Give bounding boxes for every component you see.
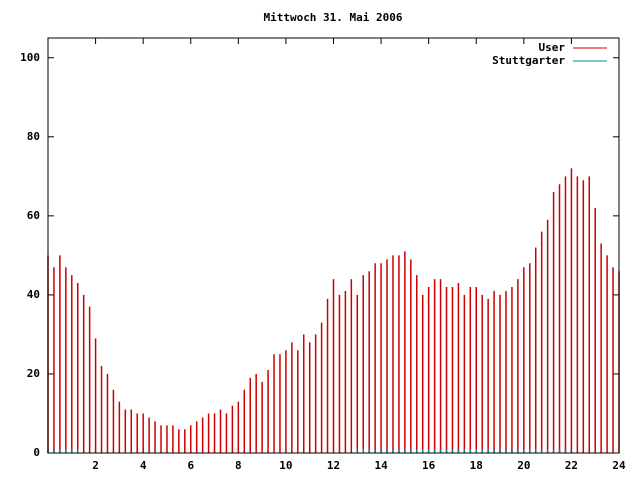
x-tick-label: 20 [517, 459, 530, 472]
x-tick-label: 22 [565, 459, 578, 472]
y-tick-label: 60 [27, 209, 40, 222]
legend-label: User [539, 41, 566, 54]
chart-title: Mittwoch 31. Mai 2006 [263, 11, 402, 24]
x-tick-label: 24 [612, 459, 626, 472]
plot-border [47, 37, 620, 454]
y-tick-label: 100 [20, 51, 40, 64]
y-tick-label: 40 [27, 288, 40, 301]
x-tick-label: 18 [470, 459, 483, 472]
x-tick-label: 14 [374, 459, 388, 472]
x-tick-label: 12 [327, 459, 340, 472]
y-tick-label: 0 [33, 446, 40, 459]
legend-label: Stuttgarter [492, 54, 565, 67]
x-tick-label: 8 [235, 459, 242, 472]
x-tick-label: 2 [92, 459, 99, 472]
x-tick-label: 16 [422, 459, 436, 472]
y-tick-label: 80 [27, 130, 40, 143]
y-tick-label: 20 [27, 367, 40, 380]
x-tick-label: 6 [187, 459, 194, 472]
x-tick-label: 4 [140, 459, 147, 472]
x-tick-label: 10 [279, 459, 292, 472]
